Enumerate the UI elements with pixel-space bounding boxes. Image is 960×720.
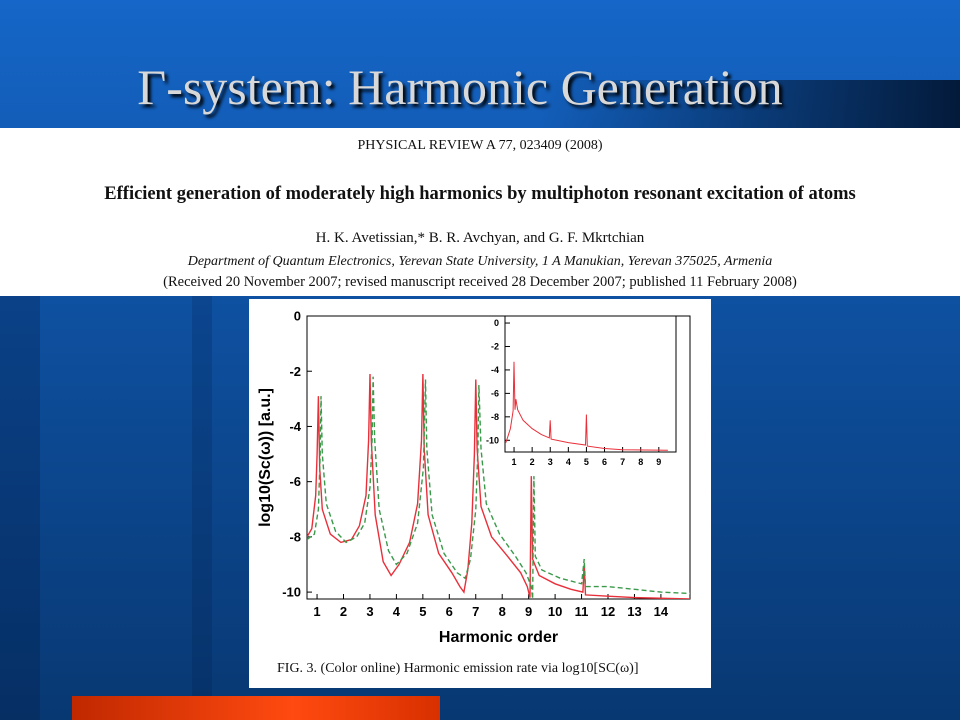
y-tick-label: -4 [491,365,499,375]
y-tick-label: -2 [491,342,499,352]
x-tick-label: 12 [601,604,615,619]
received: (Received 20 November 2007; revised manu… [163,274,797,290]
x-tick-label: 9 [525,604,532,619]
chart: 0-2-4-6-8-101 2 3 4 5 6 7 8 9 10 11 12 13 14Harmonic … [257,309,691,646]
x-axis-label: Harmonic order [439,629,558,646]
paper-header: PHYSICAL REVIEW A 77, 023409 (2008) Effi… [0,128,960,296]
decor-bar [72,696,440,720]
y-axis-label: log10(Sc(ω)) [a.u.] [257,388,274,527]
caption: FIG. 3. (Color online) Harmonic emission… [277,661,639,676]
y-tick-label: -10 [282,585,301,600]
x-tick-label: 3 [366,604,373,619]
x-tick-label: 3 [548,457,553,467]
paper-title: Efficient generation of moderately high … [104,184,856,204]
y-tick-label: -10 [486,435,499,445]
x-tick-label: 9 [656,457,661,467]
title-bar [540,80,960,128]
x-tick-label: 2 [530,457,535,467]
x-tick-label: 10 [548,604,562,619]
y-tick-label: -4 [289,419,301,434]
x-tick-label: 1 [512,457,517,467]
slide-title: Γ-system: Harmonic Generation [137,59,783,115]
x-tick-label: 5 [419,604,426,619]
decor-strip [0,296,40,720]
y-tick-label: 0 [294,309,301,324]
y-tick-label: -6 [289,474,301,489]
y-tick-label: -8 [289,529,301,544]
x-tick-label: 1 [313,604,320,619]
y-tick-label: 0 [494,318,499,328]
x-tick-label: 13 [627,604,641,619]
y-tick-label: -2 [289,364,301,379]
x-tick-label: 11 [575,604,589,619]
x-tick-label: 6 [446,604,453,619]
y-tick-label: -8 [491,412,499,422]
plot-area [504,315,677,453]
x-tick-label: 8 [638,457,643,467]
affiliation: Department of Quantum Electronics, Yerev… [187,254,773,269]
y-tick-label: -6 [491,389,499,399]
journal: PHYSICAL REVIEW A 77, 023409 (2008) [357,138,603,153]
data-line [307,376,690,599]
decor-strip [192,296,212,720]
x-tick-label: 5 [584,457,589,467]
data-line [505,361,668,451]
x-tick-label: 7 [620,457,625,467]
x-tick-label: 4 [566,457,571,467]
figure: 0 -2 -4 -6 -8 -10 1 2 3 4 5 6 7 8 9 10 11 12 13 14 Harmonic … [249,299,711,688]
x-tick-label: 4 [393,604,401,619]
authors: H. K. Avetissian,* B. R. Avchyan, and G.… [315,230,645,246]
x-tick-label: 7 [472,604,479,619]
x-tick-label: 6 [602,457,607,467]
x-tick-label: 2 [340,604,347,619]
x-tick-label: 8 [499,604,506,619]
x-tick-label: 14 [654,604,669,619]
